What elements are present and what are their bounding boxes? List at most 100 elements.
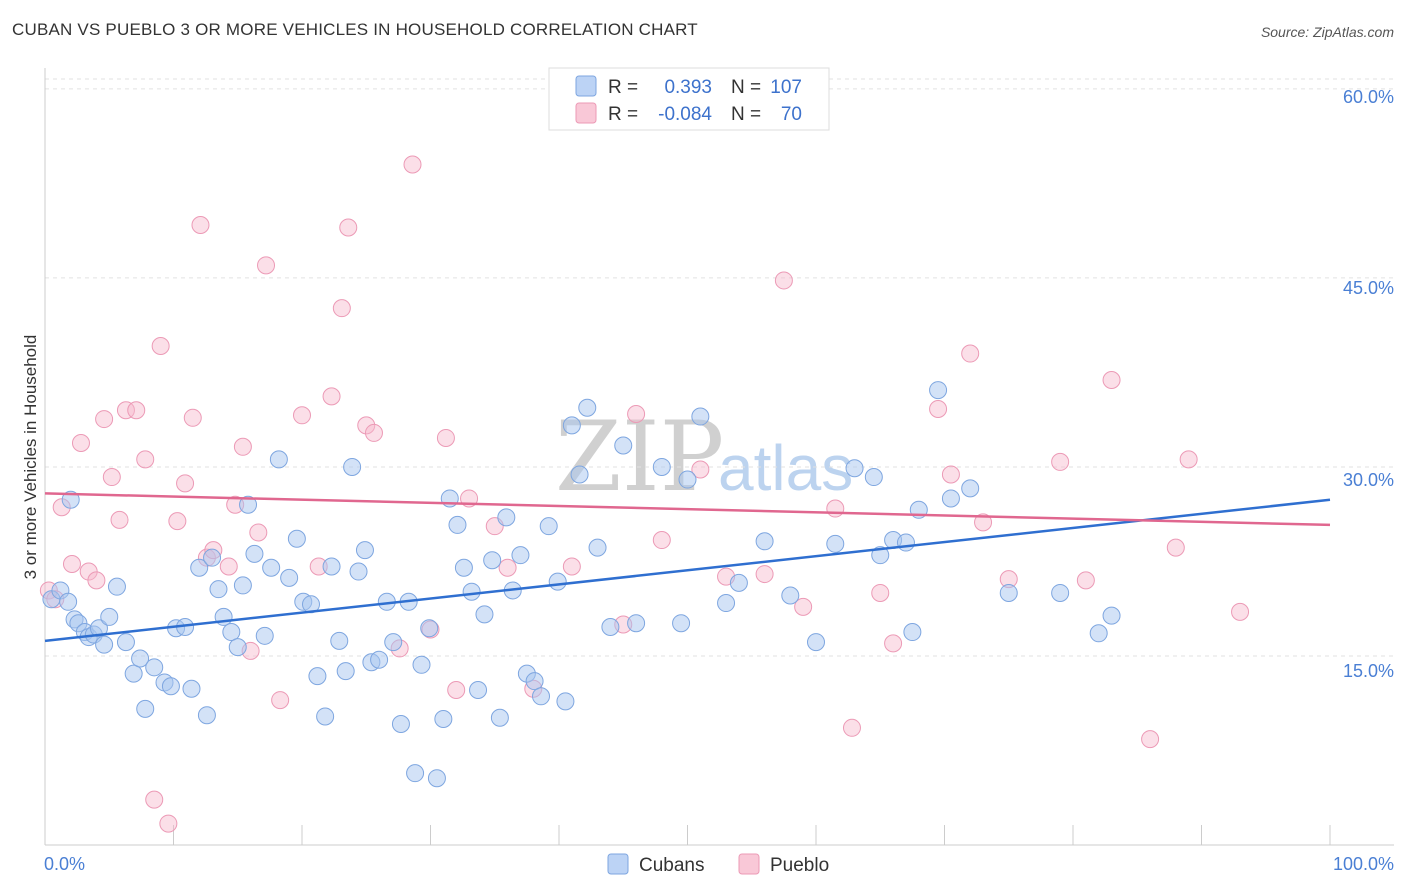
pueblo-point <box>71 434 90 453</box>
cubans-point <box>469 681 488 699</box>
grid-lines <box>45 78 1394 657</box>
pueblo-point <box>322 387 341 406</box>
cubans-point <box>233 576 252 595</box>
cubans-point <box>548 572 567 591</box>
source-note: Source: ZipAtlas.com <box>1260 24 1394 40</box>
cubans-point <box>454 558 473 577</box>
pueblo-point <box>191 216 210 234</box>
legend-swatch-pueblo <box>575 102 597 124</box>
cubans-point <box>107 577 126 596</box>
pueblo-point <box>652 531 671 550</box>
cubans-point <box>61 490 80 509</box>
cubans-point <box>1051 583 1070 602</box>
pueblo-point <box>95 410 114 429</box>
cubans-point <box>448 515 467 534</box>
cubans-point <box>717 594 736 613</box>
pueblo-point <box>233 437 252 456</box>
cubans-point <box>59 592 78 611</box>
pueblo-point <box>562 557 581 576</box>
legend-n-label-cubans: N = <box>731 77 761 98</box>
cubans-point <box>961 479 980 498</box>
chart-title: CUBAN VS PUEBLO 3 OR MORE VEHICLES IN HO… <box>12 20 698 39</box>
pueblo-point <box>774 271 793 290</box>
cubans-point <box>556 692 575 711</box>
cubans-point <box>755 532 774 551</box>
x-tick-label-max: 100.0% <box>1333 854 1394 874</box>
legend-r-label-cubans: R = <box>608 77 638 98</box>
pueblo-point <box>271 691 290 710</box>
cubans-point <box>287 529 306 548</box>
cubans-point <box>483 551 502 570</box>
y-tick-label-45: 45.0% <box>1343 278 1394 298</box>
cubans-point <box>999 583 1018 602</box>
cubans-point <box>131 649 150 668</box>
pueblo-point <box>357 416 376 435</box>
cubans-point <box>316 707 335 726</box>
cubans-point <box>929 381 948 400</box>
cubans-point <box>845 459 864 478</box>
cubans-point <box>308 667 327 686</box>
cubans-point <box>406 764 425 783</box>
pueblo-point <box>339 218 358 237</box>
cubans-point <box>182 679 201 698</box>
legend-r-value-cubans: 0.393 <box>664 77 712 98</box>
y-tick-label-60: 60.0% <box>1343 87 1394 107</box>
cubans-point <box>826 534 845 553</box>
pueblo-point <box>159 814 178 833</box>
legend-r-value-pueblo: -0.084 <box>658 104 712 125</box>
cubans-trend-line <box>44 498 1331 643</box>
pueblo-point <box>447 681 466 699</box>
cubans-point <box>781 586 800 605</box>
legend-n-value-cubans: 107 <box>770 77 802 98</box>
cubans-point <box>578 398 597 417</box>
bottom-legend-label-cubans: Cubans <box>639 855 705 876</box>
cubans-point <box>255 626 274 645</box>
cubans-point <box>190 558 209 577</box>
pueblo-point <box>116 401 135 420</box>
pueblo-point <box>794 597 813 616</box>
y-axis-label: 3 or more Vehicles in Household <box>21 335 40 580</box>
cubans-point <box>864 468 883 487</box>
cubans-point <box>903 623 922 642</box>
cubans-point <box>161 677 180 696</box>
cubans-point <box>209 580 228 599</box>
cubans-point <box>807 633 825 652</box>
cubans-point <box>511 546 530 565</box>
pueblo-point <box>1076 571 1095 590</box>
pueblo-point <box>1141 730 1160 749</box>
cubans-point <box>245 544 264 563</box>
pueblo-point <box>176 474 195 493</box>
pueblo-point <box>1051 452 1070 471</box>
cubans-point <box>1089 624 1108 643</box>
pueblo-point <box>168 512 187 531</box>
pueblo-point <box>826 499 845 518</box>
cubans-point <box>355 541 374 560</box>
axes <box>44 68 1394 846</box>
pueblo-point <box>219 557 238 576</box>
watermark-atlas: atlas <box>718 432 853 504</box>
cubans-point <box>100 607 119 626</box>
cubans-point <box>532 687 551 706</box>
pueblo-point <box>941 465 960 484</box>
pueblo-point <box>127 401 146 420</box>
pueblo-trend-line <box>44 492 1331 527</box>
cubans-point <box>349 562 368 581</box>
pueblo-point <box>884 634 903 653</box>
pueblo-point <box>332 299 351 318</box>
cubans-points <box>42 381 1121 788</box>
legend-swatch-cubans <box>575 75 597 97</box>
cubans-point <box>490 708 509 727</box>
pueblo-point <box>974 513 993 532</box>
cubans-point <box>614 436 633 455</box>
cubans-point <box>269 450 288 469</box>
y-tick-label-15: 15.0% <box>1343 661 1394 681</box>
cubans-point <box>672 614 691 633</box>
correlation-legend: R = 0.393 N = 107 R = -0.084 N = 70 <box>548 67 830 131</box>
cubans-point <box>941 489 960 508</box>
cubans-point <box>420 619 439 638</box>
y-tick-label-30: 30.0% <box>1343 470 1394 490</box>
cubans-point <box>729 573 748 592</box>
bottom-legend-swatch-pueblo <box>738 853 760 875</box>
cubans-point <box>1102 606 1121 625</box>
